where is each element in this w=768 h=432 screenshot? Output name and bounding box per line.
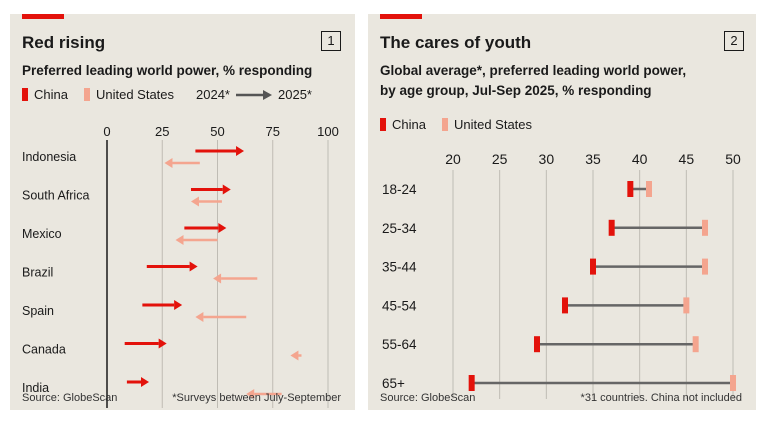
arrow-head [189,261,198,272]
arrow-united-states-canada [290,350,302,361]
arrow-united-states-india [246,389,282,399]
chart-subtitle-line-1: Global average*, preferred leading world… [380,63,687,78]
arrow-head [236,146,245,156]
marker-china-25-34 [608,219,615,236]
x-tick-label: 0 [103,124,110,139]
legend-swatch-us [441,118,448,131]
arrow-head [218,223,227,233]
x-tick-label: 20 [445,151,461,167]
chart-subtitle: Preferred leading world power, % respond… [22,63,313,78]
arrow-head [164,158,173,168]
x-tick-label: 40 [632,151,648,167]
arrow-china-canada [124,338,167,349]
legend-label-china: China [392,117,426,132]
category-label-18-24: 18-24 [382,182,417,197]
x-tick-label: 25 [155,124,169,139]
marker-china-45-54 [562,297,568,314]
category-label-35-44: 35-44 [382,260,417,275]
arrow-head [158,338,167,349]
right-arrow-icon [236,89,272,100]
chart-title: Red rising [22,33,106,52]
marker-china-65- [468,375,475,391]
marker-china-55-64 [534,336,540,353]
arrow-head [174,300,183,310]
marker-united-states-18-24 [646,181,652,197]
arrow-head [213,273,222,284]
marker-china-18-24 [627,181,634,197]
category-label-55-64: 55-64 [382,337,417,352]
footnote: *Surveys between July-September [172,392,341,404]
arrow-china-brazil [146,261,198,272]
arrow-head [195,312,204,322]
category-label-india: India [22,381,49,395]
marker-united-states-35-44 [702,258,708,275]
category-label-indonesia: Indonesia [22,150,76,164]
marker-united-states-65- [730,375,736,391]
chart-subtitle-line-2: by age group, Jul-Sep 2025, % responding [380,83,652,98]
category-label-brazil: Brazil [22,266,53,280]
arrow-head [140,377,149,387]
arrow-chart: 0 25 50 75 100 Indonesia South Africa Mexico Bra… [22,124,339,408]
arrow-head [290,350,299,361]
arrow-china-indonesia [195,146,245,156]
accent-bar [22,14,64,19]
x-tick-label: 75 [266,124,280,139]
legend-swatch-china [22,88,28,101]
x-tick-label: 45 [679,151,695,167]
chart-panel-red-rising: Red rising 1 Preferred leading world pow… [10,14,355,410]
arrow-head [246,389,255,399]
arrow-head [190,196,199,207]
arrow-united-states-spain [195,312,247,322]
arrow-head [175,235,184,245]
legend-label-us: United States [453,117,533,132]
category-label-canada: Canada [22,343,66,357]
arrow-head [222,184,231,195]
category-label-65-: 65+ [382,376,405,391]
footnote: *31 countries. China not included [580,392,742,404]
x-tick-label: 50 [210,124,224,139]
arrow-china-india [126,377,149,387]
legend: China United States [380,117,548,132]
x-tick-label: 100 [317,124,339,139]
marker-china-35-44 [590,258,596,275]
arrow-china-mexico [184,223,227,233]
chart-title: The cares of youth [380,33,532,52]
x-tick-label: 30 [539,151,555,167]
legend-swatch-china [380,118,386,131]
arrow-united-states-mexico [175,235,218,245]
x-tick-label: 25 [492,151,508,167]
marker-united-states-45-54 [683,297,690,314]
category-label-south-africa: South Africa [22,189,89,203]
x-tick-label: 35 [585,151,601,167]
legend-label-china: China [34,87,68,102]
arrow-china-south-africa [190,184,231,195]
arrow-united-states-brazil [213,273,258,284]
legend-year-start: 2024* [196,87,230,102]
category-label-mexico: Mexico [22,227,62,241]
legend-swatch-us [83,88,90,101]
source-note: Source: GlobeScan [22,392,118,404]
category-label-45-54: 45-54 [382,298,417,313]
arrow-united-states-indonesia [164,158,200,168]
arrow-united-states-south-africa [190,196,222,207]
legend-year-end: 2025* [278,87,312,102]
legend-label-us: United States [95,87,175,102]
chart-number-badge: 1 [321,31,341,51]
chart-panel-cares-of-youth: The cares of youth 2 Global average*, pr… [368,14,756,410]
source-note: Source: GlobeScan [380,392,476,404]
legend: China United States 2024* 2025* [22,87,312,102]
marker-united-states-25-34 [702,219,708,236]
category-label-spain: Spain [22,304,54,318]
dot-range-chart: 20 25 30 35 40 45 50 18-24 25-34 35-44 45-54 55-64 6… [382,151,741,399]
x-tick-label: 50 [725,151,741,167]
marker-united-states-55-64 [692,336,699,353]
accent-bar [380,14,422,19]
category-label-25-34: 25-34 [382,221,417,236]
arrow-china-spain [142,300,183,310]
chart-number-badge: 2 [724,31,744,51]
